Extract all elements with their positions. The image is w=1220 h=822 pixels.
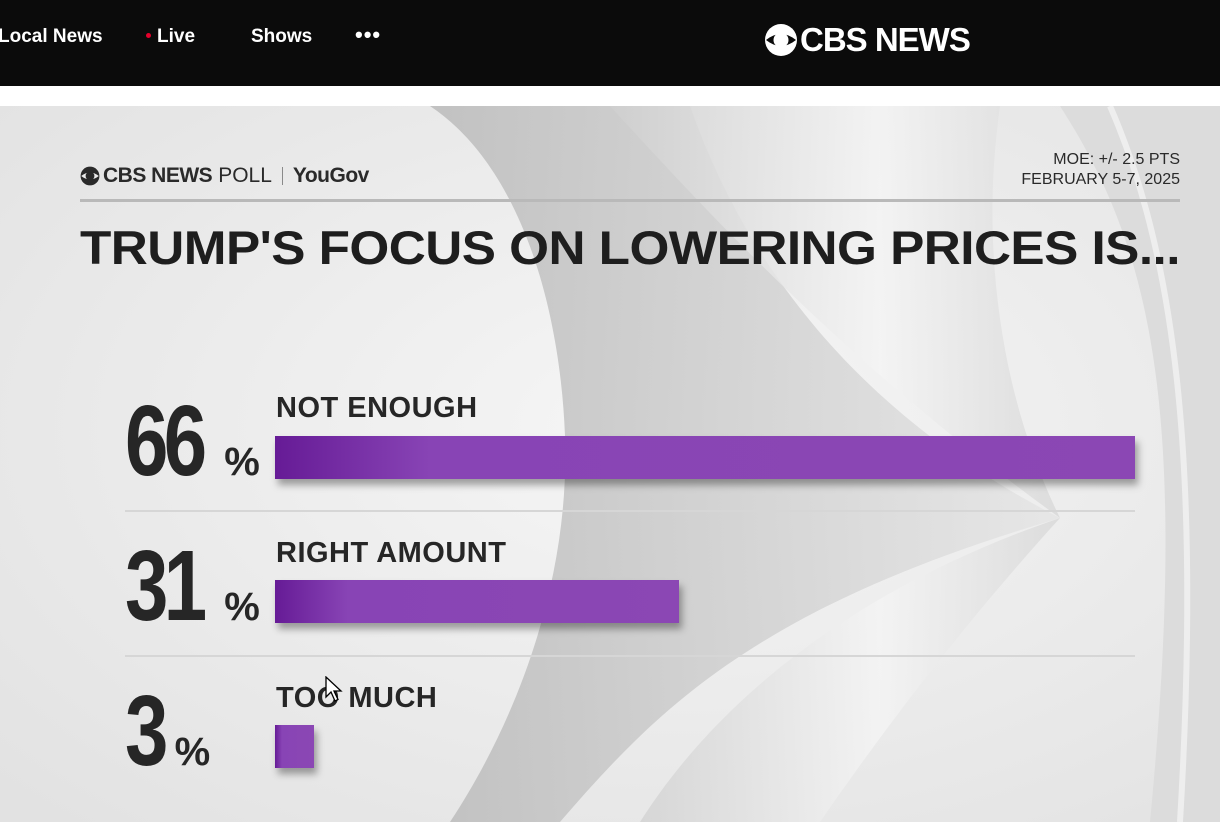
top-nav-bar: Local News Live Shows ••• CBS NEWS	[0, 0, 1220, 86]
percent-sign: %	[224, 440, 260, 484]
cbs-news-logo[interactable]: CBS NEWS	[764, 20, 971, 60]
poll-brand: CBS NEWS	[103, 164, 213, 187]
row-divider	[125, 655, 1135, 657]
category-label: RIGHT AMOUNT	[276, 537, 507, 569]
value-number: 66	[125, 385, 207, 497]
category-label: NOT ENOUGH	[276, 392, 478, 424]
bar-too-much	[275, 725, 314, 768]
poll-graphic: CBS NEWS POLL YouGov MOE: +/- 2.5 PTS FE…	[0, 106, 1220, 822]
nav-shows[interactable]: Shows	[251, 26, 313, 47]
poll-word: POLL	[218, 164, 272, 187]
value-label: 31%	[125, 529, 260, 644]
live-indicator-icon	[146, 32, 151, 38]
percent-sign: %	[174, 730, 211, 774]
bar-right-amount	[275, 580, 679, 623]
chart-title: TRUMP'S FOCUS ON LOWERING PRICES IS...	[80, 221, 1181, 274]
row-divider	[125, 510, 1135, 512]
partner-logo: YouGov	[292, 164, 369, 187]
poll-meta: MOE: +/- 2.5 PTS FEBRUARY 5-7, 2025	[1021, 150, 1180, 190]
nav-live[interactable]: Live	[146, 26, 195, 48]
bar-not-enough	[275, 436, 1135, 479]
value-number: 3	[125, 675, 168, 787]
cbs-eye-icon	[80, 166, 100, 186]
value-number: 31	[125, 530, 207, 642]
mouse-pointer-icon	[325, 676, 343, 702]
category-label: TOO MUCH	[276, 682, 438, 714]
value-label: 66%	[125, 384, 260, 499]
more-horizontal-icon[interactable]: •••	[355, 22, 382, 47]
poll-source: CBS NEWS POLL YouGov	[80, 164, 369, 188]
poll-dates: FEBRUARY 5-7, 2025	[1021, 171, 1180, 188]
separator	[281, 167, 283, 185]
nav-local-news[interactable]: Local News	[0, 26, 103, 47]
cbs-eye-icon	[765, 24, 797, 56]
value-label: 3%	[125, 674, 210, 789]
percent-sign: %	[224, 585, 260, 629]
nav-live-label: Live	[157, 26, 196, 47]
header-rule	[80, 199, 1180, 202]
brand-name: CBS NEWS	[800, 21, 971, 58]
margin-of-error: MOE: +/- 2.5 PTS	[1053, 151, 1180, 168]
